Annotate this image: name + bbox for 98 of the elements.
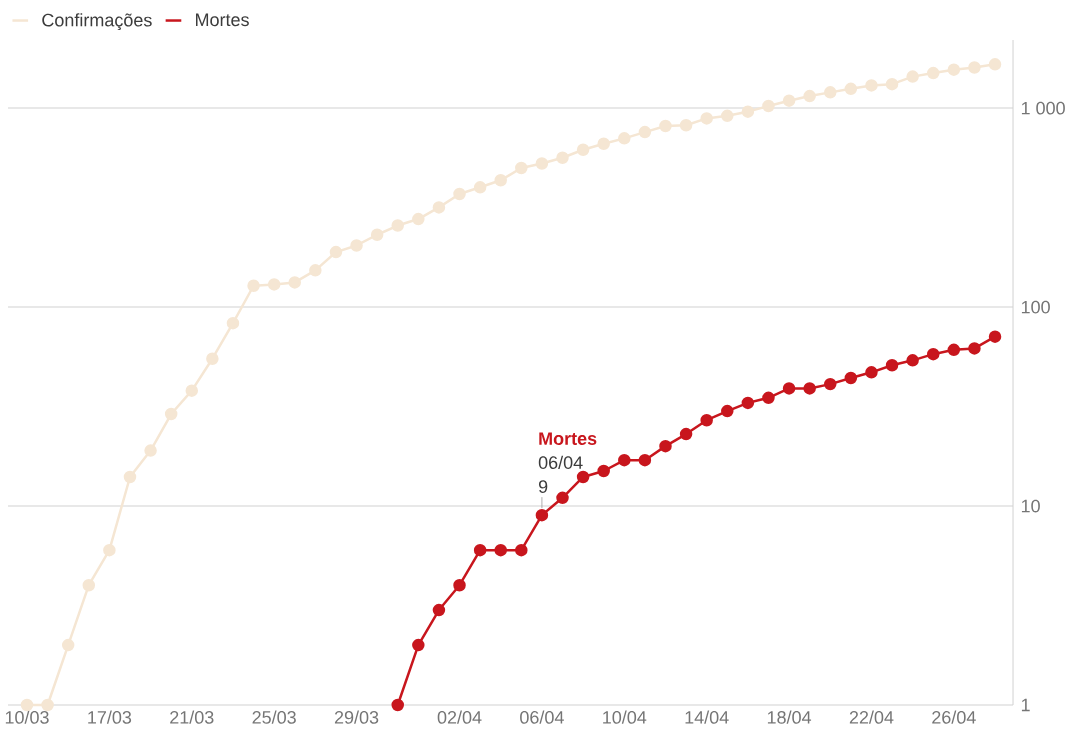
point	[473, 181, 487, 194]
y-tick-label: 10	[1021, 499, 1040, 513]
point	[947, 343, 961, 357]
point	[350, 239, 363, 252]
point	[494, 174, 507, 187]
point	[329, 245, 343, 259]
x-tick-label: 14/04	[685, 710, 729, 724]
point	[618, 453, 631, 467]
point	[391, 698, 404, 712]
x-tick-label: 29/03	[334, 710, 379, 724]
point	[988, 58, 1002, 71]
x-tick-label: 21/03	[170, 710, 214, 724]
x-tick-label: 26/04	[932, 710, 976, 724]
point	[968, 342, 981, 355]
point	[762, 391, 775, 405]
x-tick-label: 06/04	[520, 710, 564, 724]
point	[638, 125, 652, 139]
point	[679, 427, 693, 441]
legend-label: Mortes	[196, 13, 249, 27]
point	[144, 444, 157, 457]
point	[453, 578, 466, 592]
point	[515, 543, 528, 557]
point	[515, 161, 528, 175]
point	[741, 105, 755, 118]
point	[309, 264, 322, 277]
point	[391, 219, 404, 232]
point	[721, 109, 734, 123]
x-tick-label: 22/04	[849, 710, 894, 724]
point	[700, 413, 713, 427]
point	[762, 99, 775, 113]
annotation: 06/04	[538, 455, 583, 469]
point	[824, 86, 837, 99]
annotation: Mortes	[539, 432, 597, 445]
point	[185, 384, 199, 397]
point	[906, 354, 919, 367]
point	[659, 119, 672, 133]
point	[535, 157, 549, 170]
point	[576, 143, 590, 156]
point	[803, 382, 816, 395]
point	[926, 66, 940, 80]
point	[700, 112, 713, 125]
annotation: 9	[538, 480, 548, 493]
point	[82, 578, 96, 592]
point	[432, 201, 446, 214]
point	[659, 439, 672, 453]
point	[782, 94, 796, 107]
point	[473, 543, 487, 557]
point	[556, 491, 569, 505]
point	[123, 470, 137, 484]
y-tick-label: 1 000	[1021, 101, 1065, 115]
point	[597, 137, 610, 151]
x-tick-label: 18/04	[767, 710, 812, 724]
point	[494, 543, 507, 557]
point	[618, 132, 631, 145]
point	[267, 278, 281, 291]
point	[968, 61, 981, 74]
point	[61, 638, 75, 652]
x-tick-label: 17/03	[88, 710, 132, 724]
point	[556, 151, 569, 165]
y-tick-label: 1	[1021, 698, 1030, 712]
point	[247, 279, 260, 292]
point	[412, 638, 425, 652]
legend-label: Confirmações	[42, 13, 152, 31]
point	[206, 352, 219, 365]
x-tick-label: 02/04	[437, 710, 482, 724]
point	[721, 404, 734, 418]
point	[638, 453, 652, 467]
y-tick-label: 100	[1021, 300, 1050, 314]
point	[164, 407, 178, 421]
point	[432, 603, 446, 617]
point	[412, 212, 425, 226]
point	[844, 371, 858, 385]
point	[906, 70, 919, 83]
point	[865, 366, 878, 379]
point	[865, 79, 878, 92]
point	[288, 276, 301, 289]
point	[885, 359, 899, 372]
point	[844, 82, 858, 96]
point	[226, 316, 240, 330]
point	[947, 63, 961, 76]
x-tick-label: 25/03	[252, 710, 296, 724]
point	[741, 396, 755, 410]
point	[988, 330, 1002, 343]
point	[679, 119, 693, 132]
point	[803, 89, 816, 103]
point	[370, 228, 384, 241]
x-tick-label: 10/04	[603, 710, 647, 724]
point	[824, 377, 837, 391]
point	[103, 543, 116, 557]
point	[576, 470, 590, 484]
point	[926, 347, 940, 361]
point	[535, 508, 549, 522]
point	[453, 187, 466, 201]
point	[885, 77, 899, 91]
point	[597, 464, 610, 478]
point	[782, 382, 796, 395]
point	[41, 698, 54, 712]
x-tick-label: 10/03	[5, 710, 49, 724]
